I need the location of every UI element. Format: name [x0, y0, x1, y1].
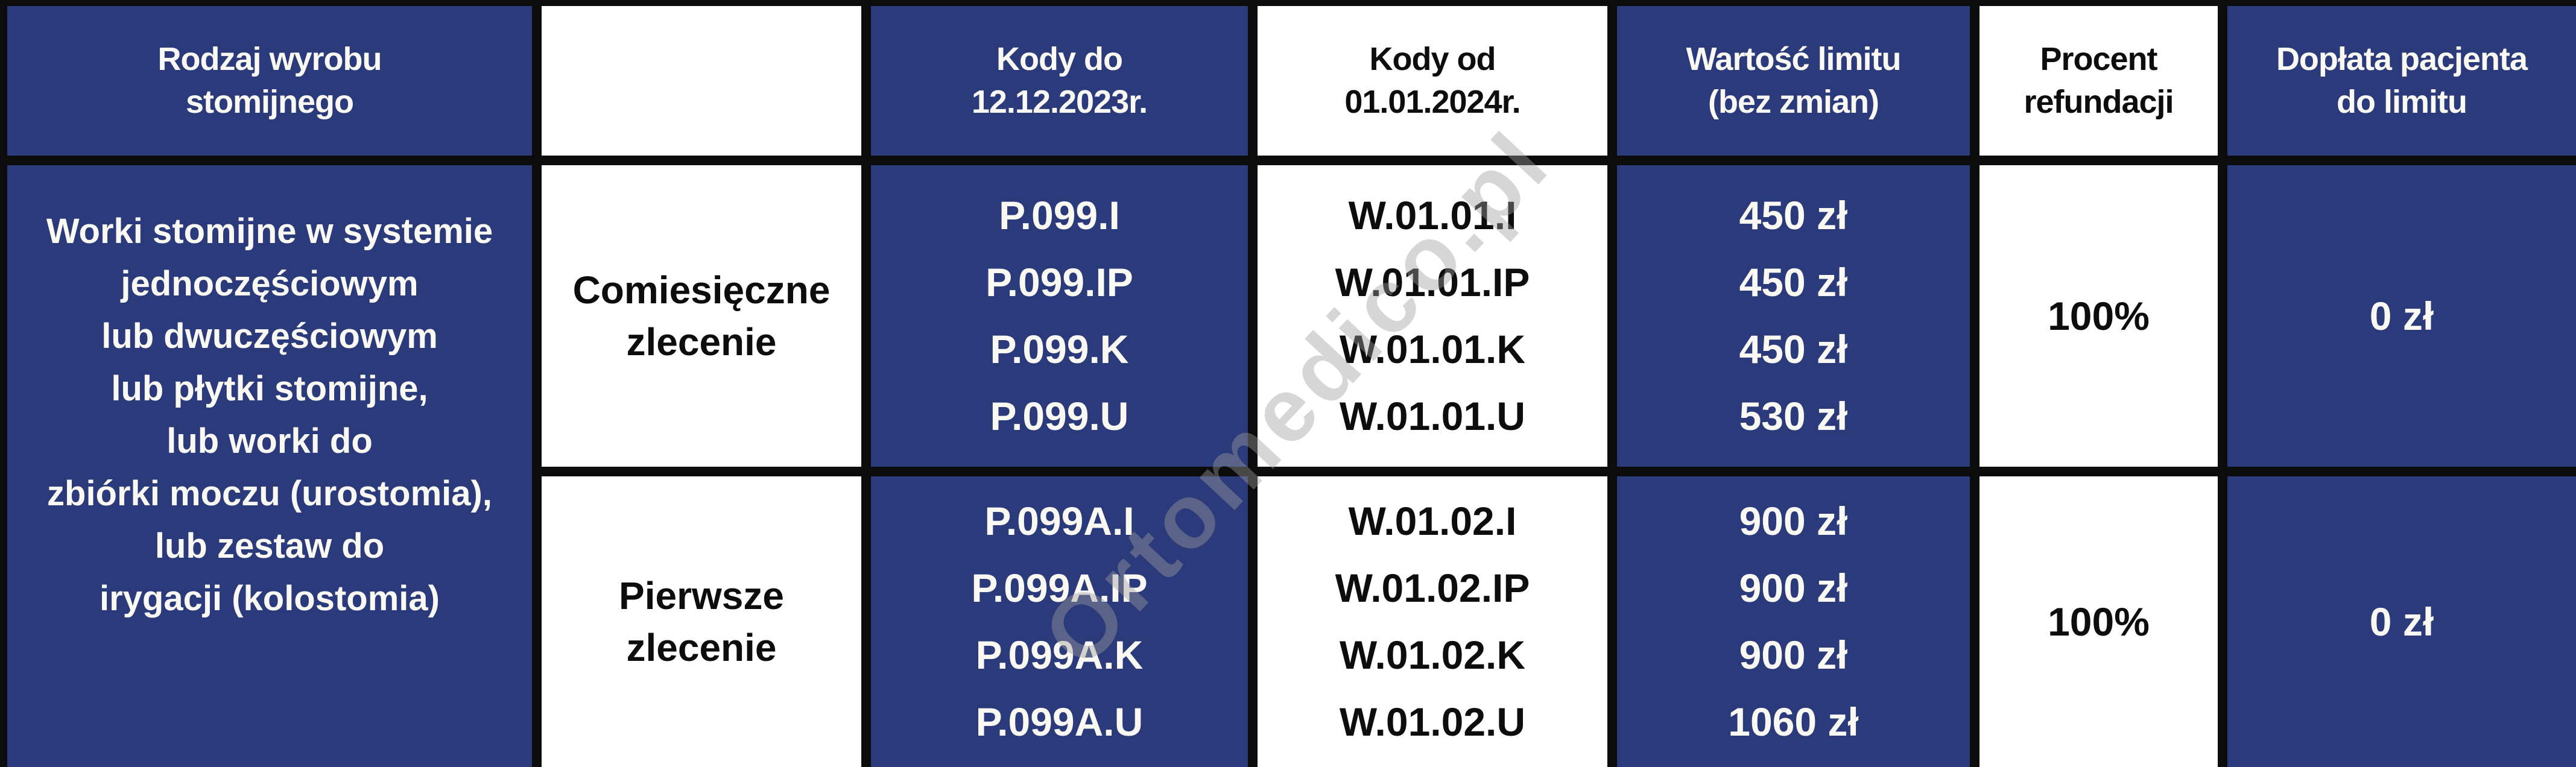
header-patient-payment: Dopłata pacjenta do limitu: [2227, 6, 2576, 156]
row1-order-type: Comiesięczne zlecenie: [542, 165, 861, 467]
header-codes-old: Kody do 12.12.2023r.: [871, 6, 1248, 156]
row2-codes-old: P.099A.I P.099A.IP P.099A.K P.099A.U: [871, 476, 1248, 767]
row1-patient-payment: 0 zł: [2227, 165, 2576, 467]
header-product-type: Rodzaj wyrobu stomijnego: [7, 6, 532, 156]
header-refund-percent: Procent refundacji: [1979, 6, 2218, 156]
row1-refund-percent: 100%: [1979, 165, 2218, 467]
row2-limit-values: 900 zł 900 zł 900 zł 1060 zł: [1617, 476, 1970, 767]
header-limit-value: Wartość limitu (bez zmian): [1617, 6, 1970, 156]
row1-limit-values: 450 zł 450 zł 450 zł 530 zł: [1617, 165, 1970, 467]
header-codes-new: Kody od 01.01.2024r.: [1258, 6, 1607, 156]
row2-refund-percent: 100%: [1979, 476, 2218, 767]
product-type-cell: Worki stomijne w systemie jednoczęściowy…: [7, 165, 532, 767]
row1-codes-old: P.099.I P.099.IP P.099.K P.099.U: [871, 165, 1248, 467]
row1-codes-new: W.01.01.I W.01.01.IP W.01.01.K W.01.01.U: [1258, 165, 1607, 467]
header-empty: [542, 6, 861, 156]
row2-codes-new: W.01.02.I W.01.02.IP W.01.02.K W.01.02.U: [1258, 476, 1607, 767]
row2-order-type: Pierwsze zlecenie: [542, 476, 861, 767]
row2-patient-payment: 0 zł: [2227, 476, 2576, 767]
